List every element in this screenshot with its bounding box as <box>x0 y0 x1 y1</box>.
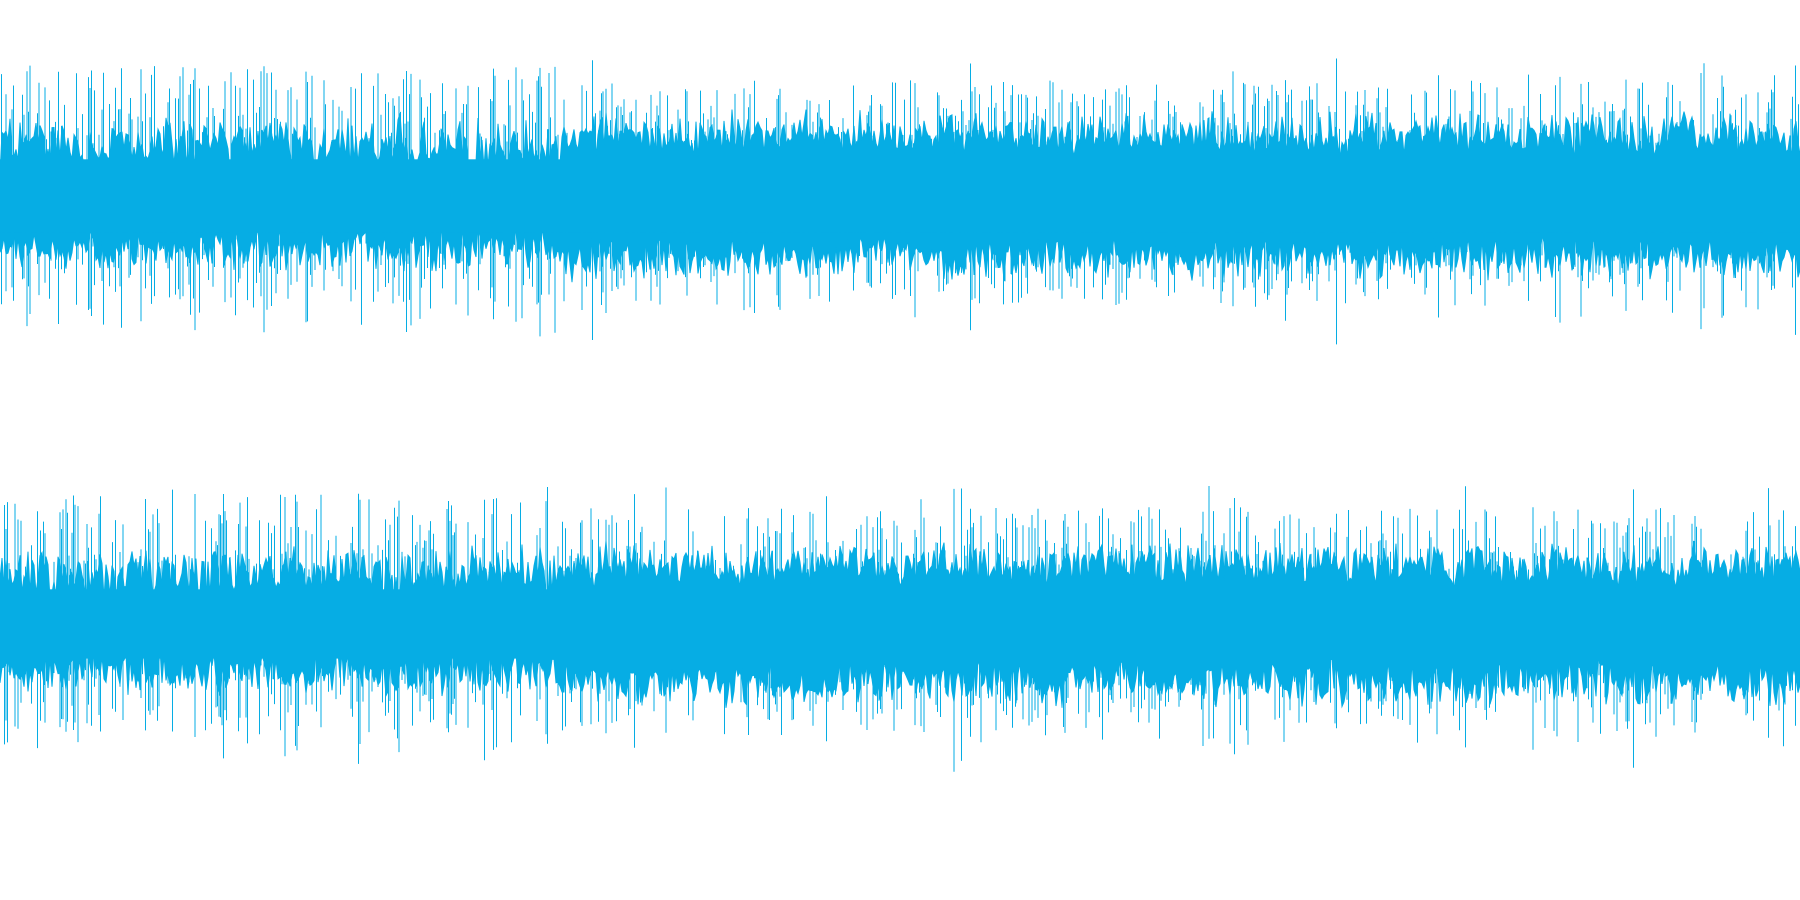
channel-1-peaks <box>0 58 1800 345</box>
waveform-core <box>0 159 1800 233</box>
waveform-core <box>0 589 1800 659</box>
waveform-channel-1 <box>0 50 1800 370</box>
channel-2-peaks <box>0 486 1800 772</box>
waveform-channel-2 <box>0 478 1800 798</box>
